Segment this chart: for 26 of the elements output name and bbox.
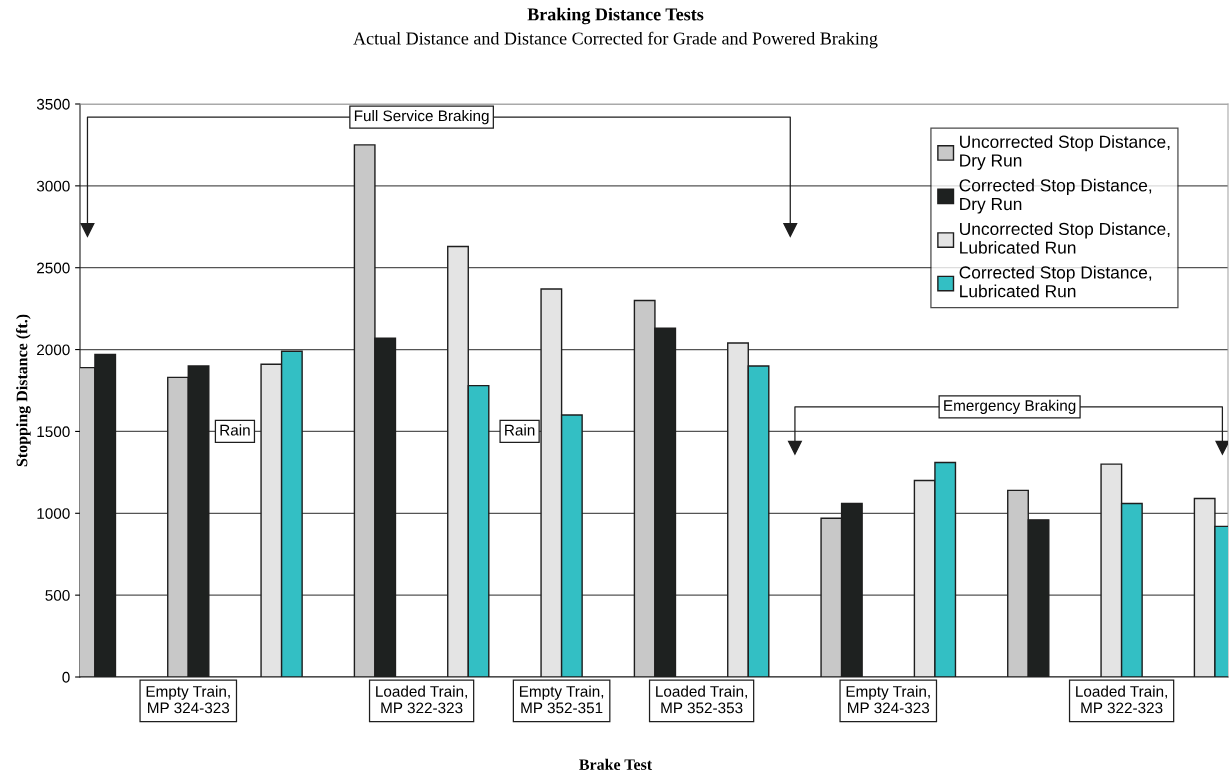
- annotation: Rain: [220, 424, 250, 436]
- annotation: Full Service Braking: [354, 109, 489, 125]
- legend-label: Uncorrected Stop Distance, Dry Run: [960, 135, 1170, 171]
- y-tick-label: 3500: [36, 98, 70, 110]
- legend-label: Corrected Stop Distance, Lubricated Run: [959, 265, 1152, 298]
- chart-title: Braking Distance Tests: [527, 7, 704, 25]
- annotation: Emergency Braking: [944, 399, 1076, 414]
- y-tick-label: 1000: [37, 508, 70, 519]
- y-axis-title: Stopping Distance (ft.): [15, 314, 31, 467]
- chart-subtitle: Actual Distance and Distance Corrected for Grade and Powered Braking: [353, 31, 878, 49]
- x-axis-title: Brake Test: [579, 758, 653, 770]
- annotation: Rain: [505, 424, 535, 436]
- legend-label: Corrected Stop Distance, Dry Run: [959, 178, 1152, 214]
- y-tick-label: 500: [45, 590, 70, 601]
- text: Empty Train, MP 324-323: [146, 685, 230, 714]
- y-tick-label: 2000: [37, 344, 70, 356]
- y-tick-label: 2500: [37, 262, 70, 274]
- y-tick-label: 0: [62, 671, 70, 683]
- legend-label: Uncorrected Stop Distance, Lubricated Run: [960, 222, 1170, 254]
- y-tick-label: 1500: [37, 426, 70, 438]
- text: Empty Train, MP 324-323: [846, 685, 930, 714]
- text: Loaded Train, MP 352-353: [656, 685, 747, 714]
- y-tick-label: 3000: [36, 180, 70, 192]
- text: Loaded Train, MP 322-323: [1076, 685, 1167, 714]
- text: Loaded Train, MP 322-323: [376, 685, 467, 714]
- text: Empty Train, MP 352-351: [519, 685, 604, 714]
